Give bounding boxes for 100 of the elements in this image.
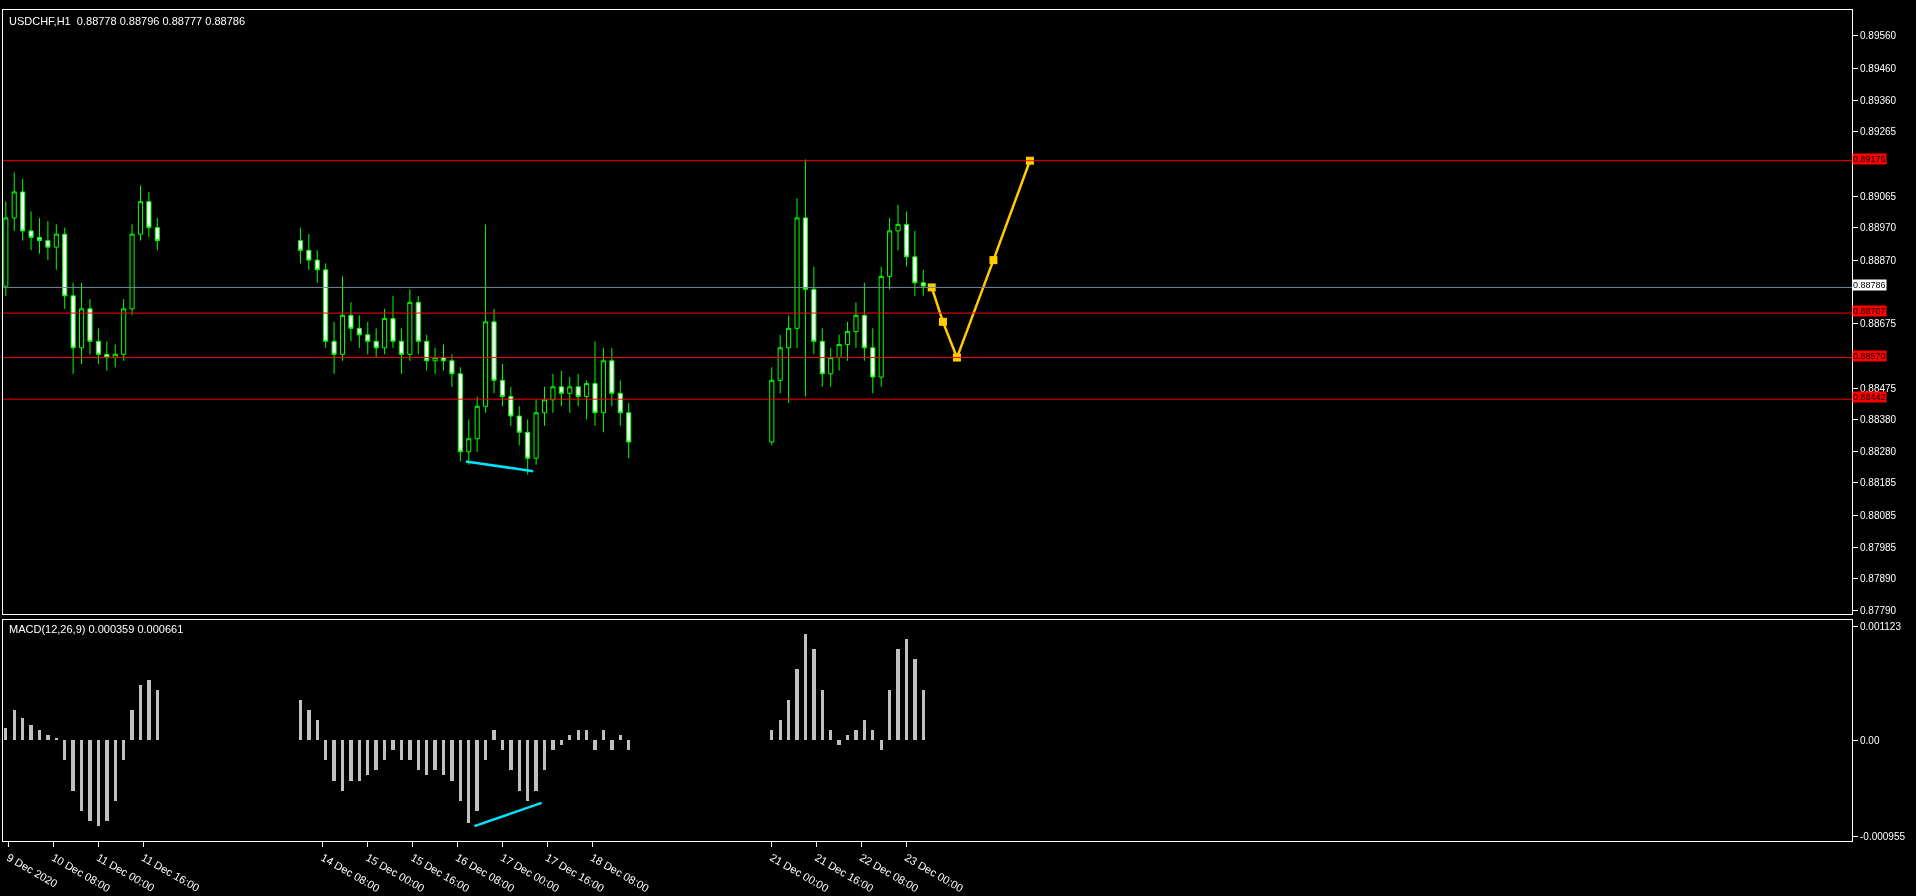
candlestick <box>331 321 337 375</box>
candlestick <box>828 347 834 388</box>
bar <box>417 740 420 771</box>
y-tick-label: 0.88085 <box>1860 509 1897 521</box>
candlestick <box>887 217 893 290</box>
bar <box>627 740 630 751</box>
bar <box>543 740 546 771</box>
candlestick <box>36 217 43 255</box>
bar <box>316 720 319 741</box>
candlestick <box>87 298 93 355</box>
bar <box>593 740 597 751</box>
candlestick <box>11 171 17 232</box>
bar <box>880 740 883 751</box>
candlestick <box>28 210 34 251</box>
candlestick <box>390 295 396 349</box>
candlestick <box>398 327 404 375</box>
candlestick <box>424 334 430 372</box>
point <box>989 256 998 265</box>
ref-line-label: 0.88442 <box>1853 392 1886 402</box>
candlestick <box>3 201 9 297</box>
candlestick <box>769 366 775 446</box>
ref-line-label: 0.88707 <box>1853 306 1886 316</box>
bar <box>484 740 487 761</box>
y-tick-label: 0.89560 <box>1860 30 1897 42</box>
candlestick <box>415 295 421 355</box>
y-tick-label: 0.89065 <box>1860 191 1897 203</box>
candlestick <box>154 217 160 251</box>
candlestick <box>626 402 632 459</box>
bar <box>366 740 369 776</box>
point <box>938 317 947 326</box>
y-tick-label: 0.00 <box>1860 734 1880 746</box>
bar <box>391 740 395 751</box>
bar <box>29 725 33 741</box>
bar <box>770 730 773 741</box>
candlestick <box>104 340 110 372</box>
bar <box>105 740 109 822</box>
candlestick <box>525 418 531 476</box>
candlestick <box>844 321 851 362</box>
candlestick <box>407 288 413 362</box>
bar <box>324 740 327 761</box>
bar <box>114 740 117 802</box>
bar <box>585 730 588 741</box>
candlestick <box>112 344 118 368</box>
bar <box>374 740 378 771</box>
bar <box>922 690 925 741</box>
bar <box>80 740 83 812</box>
candlestick <box>786 314 792 404</box>
candlestick <box>558 370 564 407</box>
bar <box>4 728 7 741</box>
bar <box>130 710 134 741</box>
candlestick <box>356 314 362 349</box>
candlestick <box>499 363 505 407</box>
candlestick <box>575 373 581 407</box>
y-tick-label: 0.88675 <box>1860 317 1897 329</box>
bar <box>577 730 580 741</box>
bar <box>779 720 782 741</box>
candlestick <box>95 327 101 365</box>
bar <box>433 740 437 771</box>
bar <box>139 685 142 741</box>
y-tick-label: 0.87985 <box>1860 542 1897 554</box>
bar <box>560 740 563 746</box>
bar <box>846 735 849 741</box>
candlestick <box>617 379 623 427</box>
y-tick-label: 0.88280 <box>1860 446 1897 458</box>
bar <box>122 740 125 761</box>
bar <box>358 740 361 782</box>
y-tick-label: 0.88380 <box>1860 413 1897 425</box>
candlestick <box>365 321 371 355</box>
bar <box>829 730 832 741</box>
candlestick <box>861 282 867 362</box>
y-tick-label: 0.87790 <box>1860 605 1897 617</box>
candlestick <box>314 249 320 284</box>
candlestick <box>912 230 918 297</box>
ref-line-label: 0.88786 <box>1853 280 1886 290</box>
candlestick <box>70 282 76 375</box>
candlestick <box>550 373 556 414</box>
bar <box>610 740 614 751</box>
bar <box>871 730 874 741</box>
candlestick <box>516 405 522 446</box>
bar <box>307 710 311 741</box>
candlestick <box>802 158 809 398</box>
candlestick <box>777 334 783 394</box>
bar <box>888 690 891 741</box>
bar <box>509 740 513 771</box>
candlestick <box>129 223 135 316</box>
bar <box>442 740 445 776</box>
bar <box>602 730 605 741</box>
bar <box>854 730 858 741</box>
y-tick-label: 0.88970 <box>1860 222 1897 234</box>
candlestick <box>567 376 573 414</box>
candlestick <box>600 347 606 433</box>
candlestick <box>45 220 51 261</box>
bar <box>400 740 403 761</box>
bar <box>534 740 538 792</box>
candlestick <box>474 396 480 453</box>
bar <box>450 740 454 782</box>
bar <box>71 740 75 792</box>
candlestick <box>432 347 438 375</box>
bar <box>349 740 353 782</box>
candlestick <box>811 266 817 355</box>
